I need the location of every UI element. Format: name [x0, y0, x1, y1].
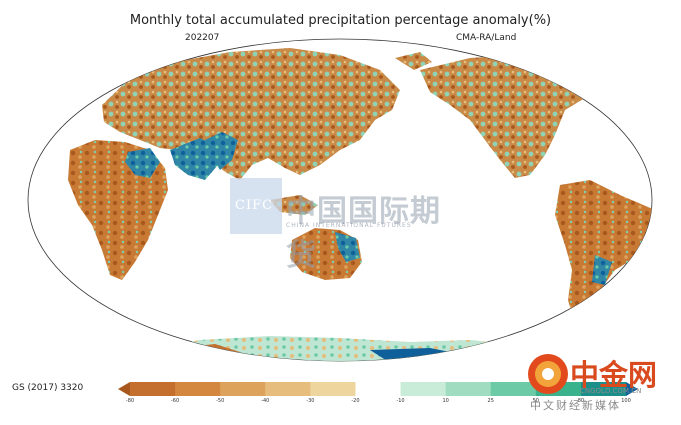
south-america-landmass: [555, 180, 652, 325]
colorbar-tick-label: -30: [306, 398, 315, 404]
wet-region-antarctica: [370, 348, 470, 361]
colorbar-segment: [490, 382, 537, 396]
watermark-latin-text: CIFC: [235, 198, 274, 213]
colorbar-segment: [355, 382, 402, 396]
colorbar-segment: [130, 382, 176, 396]
date-label: 202207: [185, 33, 220, 43]
logo-url: CNGOLD.COM.CN: [580, 387, 642, 395]
eurasia-landmass: [102, 48, 400, 180]
colorbar-segment: [175, 382, 221, 396]
wet-region-australia: [335, 232, 360, 262]
wet-region-south-asia: [170, 138, 220, 180]
logo-emblem-icon: [528, 354, 568, 394]
colorbar-segment: [220, 382, 266, 396]
logo-tagline: 中文财经新媒体: [530, 399, 621, 412]
colorbar-segment: [265, 382, 311, 396]
colorbar-tick-label: 10: [442, 398, 449, 404]
map-title: Monthly total accumulated precipitation …: [129, 13, 552, 28]
north-america-landmass: [420, 55, 600, 178]
wet-region-south-america: [592, 255, 612, 285]
watermark-english-text: CHINA INTERNATIONAL FUTURES: [286, 222, 412, 229]
colorbar-label: GS (2017) 3320: [12, 383, 84, 393]
colorbar-segment: [400, 382, 447, 396]
source-label: CMA-RA/Land: [456, 33, 517, 43]
colorbar-extend-low: [118, 382, 130, 396]
watermark-logo-box: [230, 178, 282, 234]
antarctica-landmass: [145, 336, 555, 361]
colorbar-segment: [445, 382, 492, 396]
southeast-asia-islands: [270, 195, 318, 215]
colorbar-tick-label: -20: [351, 398, 360, 404]
colorbar-tick-label: 80: [577, 398, 585, 404]
wet-region-africa: [125, 148, 160, 178]
wet-region-india: [205, 132, 238, 170]
watermark-chinese-text: 中国国际期货: [286, 194, 441, 273]
colorbar-segment: [310, 382, 356, 396]
colorbar-tick-label: -10: [396, 398, 405, 404]
colorbar-tick-label: -60: [170, 398, 180, 404]
watermark: CIFC 中国国际期货 CHINA INTERNATIONAL FUTURES: [230, 178, 460, 273]
colorbar-extend-high: [626, 382, 638, 396]
colorbar-tick-label: 50: [532, 398, 539, 404]
colorbar-tick-label: 25: [487, 398, 494, 404]
logo-name: 中金网: [570, 358, 658, 392]
colorbar-tick-label: -80: [125, 398, 135, 404]
colorbar-tick-label: 100: [621, 398, 631, 404]
colorbar-tick-label: -40: [261, 398, 270, 404]
colorbar-tick-label: -50: [216, 398, 225, 404]
site-logo: 中金网 CNGOLD.COM.CN 中文财经新媒体: [524, 350, 674, 416]
arctic-islands: [395, 52, 432, 70]
world-map: [27, 38, 653, 362]
colorbar-segment: [580, 382, 627, 396]
